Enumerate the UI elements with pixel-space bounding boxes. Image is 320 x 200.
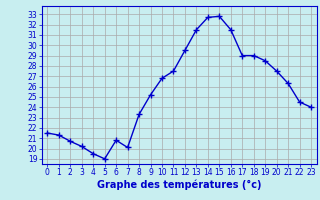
X-axis label: Graphe des températures (°c): Graphe des températures (°c) xyxy=(97,180,261,190)
